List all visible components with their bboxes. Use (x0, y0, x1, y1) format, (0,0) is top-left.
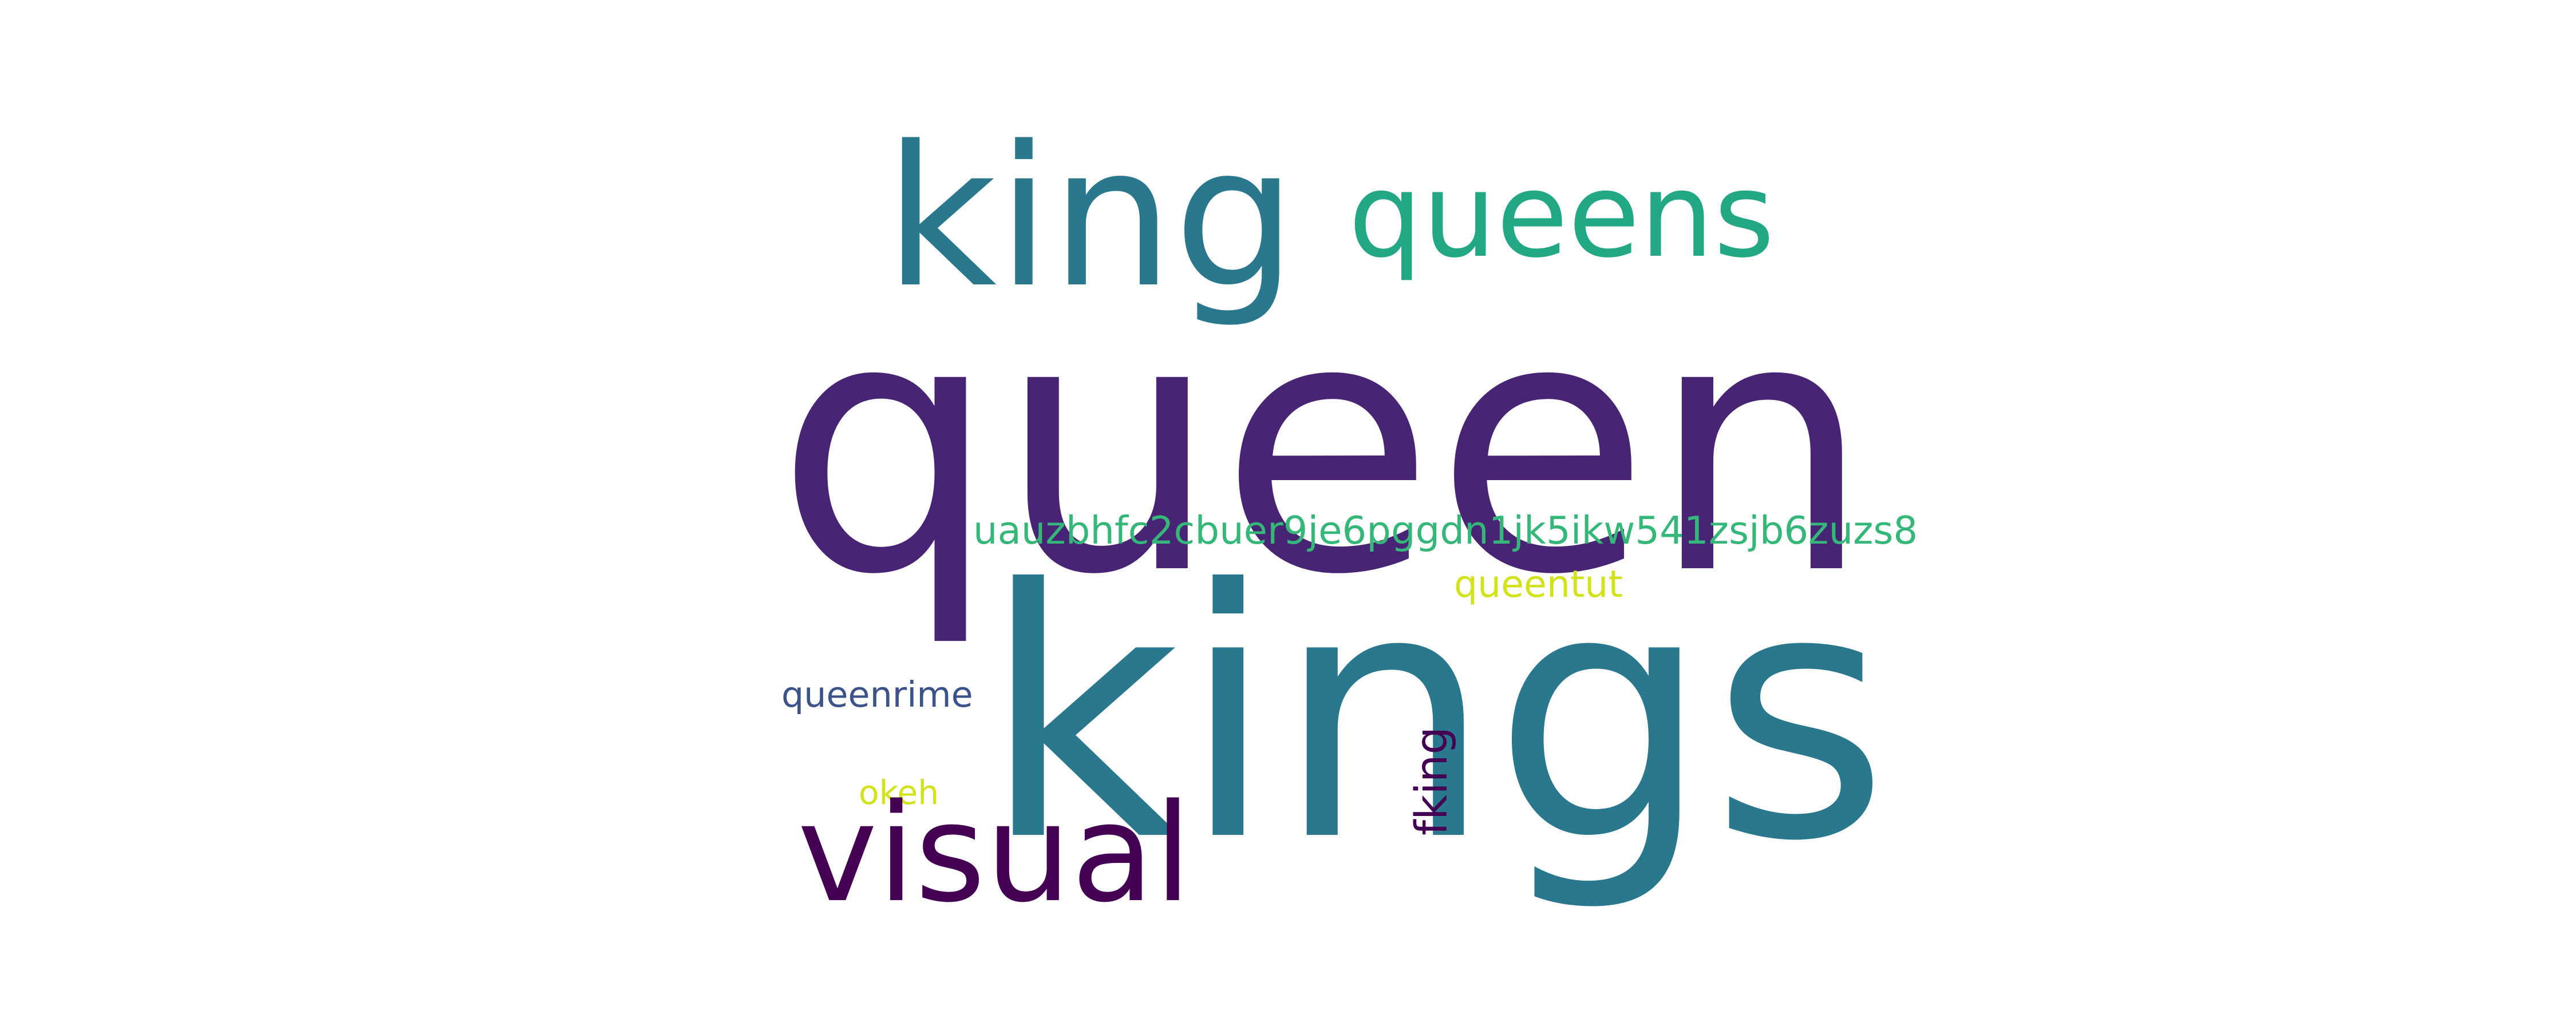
word-okeh: okeh (859, 772, 939, 812)
word-king: king (884, 104, 1297, 330)
word-fking: fking (1406, 727, 1458, 835)
word-queen: queen (776, 244, 1872, 651)
word-kings: kings (982, 517, 1890, 916)
word-queenrime: queenrime (781, 674, 973, 716)
word-visual: visual (797, 775, 1192, 933)
word-queentut: queentut (1454, 563, 1623, 607)
word-hash: uauzbhfc2cbuer9je6pggdn1jk5ikw541zsjb6zu… (973, 508, 1918, 553)
word-queens: queens (1348, 148, 1775, 284)
